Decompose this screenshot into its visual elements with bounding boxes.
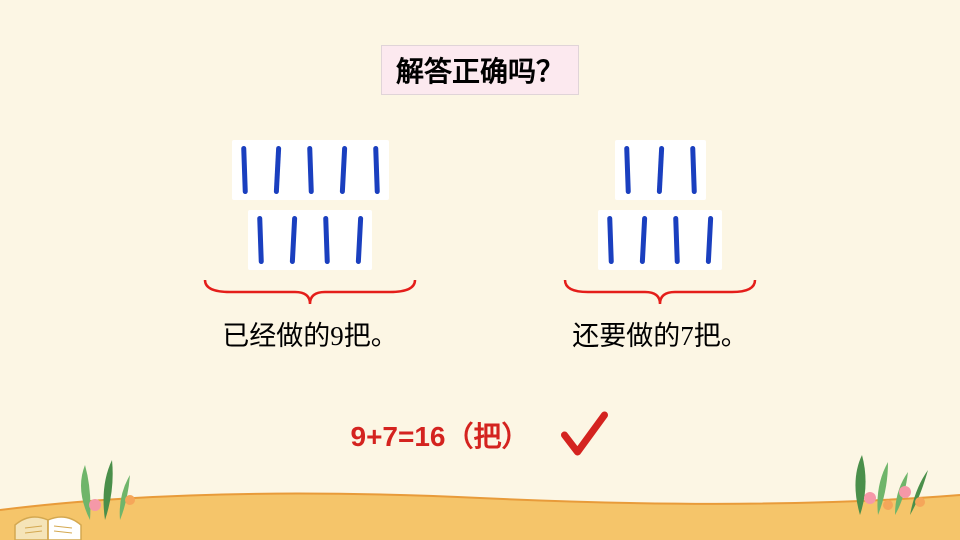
stick: [339, 146, 347, 194]
stick: [273, 146, 281, 194]
question-box: 解答正确吗？: [381, 45, 579, 95]
stick: [656, 146, 664, 194]
footer-decoration: [0, 450, 960, 540]
stick: [640, 216, 648, 264]
right-label: 还要做的7把。: [572, 314, 748, 353]
stick: [307, 146, 314, 194]
stick-row: [248, 210, 372, 270]
stick: [706, 216, 714, 264]
stick: [241, 146, 248, 194]
left-sticks: [232, 140, 389, 270]
stick: [607, 216, 614, 264]
stick-row: [615, 140, 706, 200]
stick-row: [232, 140, 389, 200]
right-group: 还要做的7把。: [560, 140, 760, 353]
stick: [356, 216, 364, 264]
question-text: 解答正确吗？: [396, 57, 564, 88]
stick: [673, 216, 680, 264]
equation-text: 9+7=16（把）: [351, 415, 530, 455]
left-group: 已经做的9把。: [200, 140, 420, 353]
stick: [257, 216, 264, 264]
stick: [290, 216, 298, 264]
stick-groups: 已经做的9把。 还要做的7把。: [0, 140, 960, 353]
left-brace: [200, 278, 420, 308]
stick-row: [598, 210, 722, 270]
stick: [690, 146, 697, 194]
stick: [624, 146, 631, 194]
stick: [323, 216, 330, 264]
left-label: 已经做的9把。: [222, 314, 398, 353]
stick: [373, 146, 380, 194]
right-brace: [560, 278, 760, 308]
right-sticks: [598, 140, 722, 270]
